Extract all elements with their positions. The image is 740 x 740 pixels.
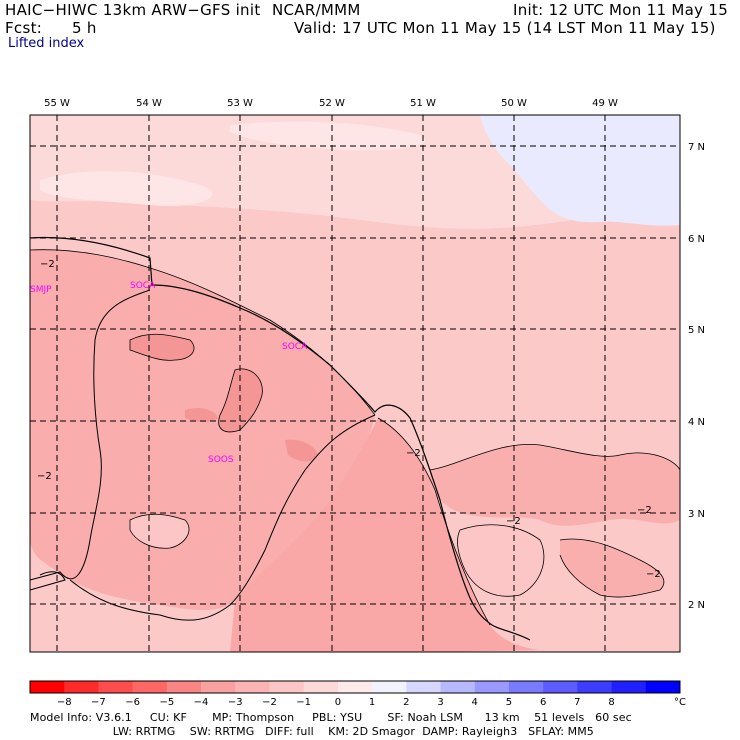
colorbar-tick-label: −2 bbox=[262, 697, 277, 708]
contour-label: −2 bbox=[637, 505, 652, 516]
field-light-patch bbox=[40, 170, 212, 206]
colorbar bbox=[29, 680, 681, 694]
colorbar-swatch bbox=[64, 681, 99, 693]
colorbar-tick-label: 4 bbox=[472, 697, 478, 708]
field-positive-area bbox=[480, 115, 680, 226]
colorbar-tick-label: 7 bbox=[574, 697, 580, 708]
colorbar-tick-label: −7 bbox=[91, 697, 106, 708]
model-info-line-2: LW: RRTMG SW: RRTMG DIFF: full KM: 2D Sm… bbox=[30, 725, 594, 738]
model-info-line-1: Model Info: V3.6.1 CU: KF MP: Thompson P… bbox=[30, 711, 632, 724]
field-region-minus2 bbox=[230, 418, 540, 652]
colorbar-swatch bbox=[201, 681, 236, 693]
field-hole bbox=[457, 524, 544, 597]
colorbar-swatch bbox=[474, 681, 510, 693]
colorbar-tick-label: 0 bbox=[335, 697, 341, 708]
valid-time: Valid: 17 UTC Mon 11 May 15 (14 LST Mon … bbox=[294, 19, 716, 37]
colorbar-tick-label: −5 bbox=[159, 697, 174, 708]
colorbar-swatch bbox=[406, 681, 441, 693]
lon-label: 53 W bbox=[227, 98, 253, 109]
field-region-minus2 bbox=[560, 539, 664, 598]
colorbar-swatch bbox=[508, 681, 544, 693]
forecast-hour: 5 h bbox=[72, 19, 97, 37]
lat-label: 3 N bbox=[688, 509, 705, 520]
colorbar-tick-label: 1 bbox=[369, 697, 375, 708]
colorbar-tick-label: 6 bbox=[540, 697, 546, 708]
colorbar-tick-label: −6 bbox=[125, 697, 140, 708]
field-region-minus3 bbox=[185, 407, 218, 423]
colorbar-swatch bbox=[303, 681, 339, 693]
colorbar-swatch bbox=[543, 681, 578, 693]
lon-label: 49 W bbox=[592, 98, 618, 109]
colorbar-swatch bbox=[372, 681, 407, 693]
lon-label: 50 W bbox=[501, 98, 527, 109]
map-frame bbox=[29, 114, 681, 653]
colorbar-tick-label: 5 bbox=[506, 697, 512, 708]
init-time: Init: 12 UTC Mon 11 May 15 bbox=[513, 1, 729, 19]
station-id: SOCA bbox=[130, 281, 156, 291]
lat-label: 7 N bbox=[688, 142, 705, 153]
colorbar-unit: °C bbox=[674, 697, 686, 708]
contour-label: −2 bbox=[40, 259, 55, 270]
colorbar-tick-label: 3 bbox=[437, 697, 443, 708]
lat-label: 4 N bbox=[688, 417, 705, 428]
colorbar-swatch bbox=[337, 681, 373, 693]
station-id: SMJP bbox=[30, 285, 52, 295]
station-id: SOOS bbox=[208, 455, 234, 465]
colorbar-swatch bbox=[577, 681, 612, 693]
colorbar-tick-label: −3 bbox=[228, 697, 243, 708]
lon-label: 54 W bbox=[136, 98, 162, 109]
lon-label: 55 W bbox=[44, 98, 70, 109]
lon-label: 51 W bbox=[410, 98, 436, 109]
lat-label: 2 N bbox=[688, 600, 705, 611]
station-id: SOCA bbox=[282, 342, 308, 352]
field-region-minus2 bbox=[30, 249, 375, 611]
colorbar-frame bbox=[29, 680, 681, 694]
colorbar-tick-label: −8 bbox=[57, 697, 72, 708]
organization-label: NCAR/MMM bbox=[272, 1, 361, 19]
coastline bbox=[29, 236, 531, 641]
lon-label: 52 W bbox=[319, 98, 345, 109]
country-borders bbox=[29, 289, 376, 621]
colorbar-tick-label: 8 bbox=[608, 697, 614, 708]
colorbar-swatch bbox=[166, 681, 202, 693]
colorbar-ticks: −8 −7 −6 −5 −4 −3 −2 −1 0 1 2 3 4 5 6 7 8 bbox=[57, 697, 615, 708]
colorbar-tick-label: −4 bbox=[194, 697, 209, 708]
field-name: Lifted index bbox=[8, 36, 85, 51]
lat-label: 6 N bbox=[688, 234, 705, 245]
contour-label: −2 bbox=[646, 569, 661, 580]
field-region-minus2 bbox=[430, 444, 680, 526]
colorbar-swatch bbox=[269, 681, 304, 693]
field-region-minus3 bbox=[285, 439, 318, 462]
colorbar-swatch bbox=[132, 681, 168, 693]
model-title: HAIC−HIWC 13km ARW−GFS init bbox=[5, 1, 261, 19]
lat-lon-grid bbox=[30, 115, 680, 652]
colorbar-swatch bbox=[235, 681, 270, 693]
field-region-minus3 bbox=[130, 334, 195, 361]
colorbar-tick-label: 2 bbox=[403, 697, 409, 708]
contour-label: −2 bbox=[506, 516, 521, 527]
lat-label: 5 N bbox=[688, 325, 705, 336]
field-light-patch bbox=[230, 121, 426, 151]
contour-label: −2 bbox=[406, 448, 421, 459]
colorbar-swatch bbox=[440, 681, 476, 693]
forecast-label: Fcst: bbox=[5, 19, 43, 37]
colorbar-tick-label: −1 bbox=[296, 697, 311, 708]
colorbar-swatch bbox=[611, 681, 647, 693]
field-hole bbox=[130, 514, 190, 549]
colorbar-swatch bbox=[98, 681, 133, 693]
contour-label: −2 bbox=[37, 471, 52, 482]
colorbar-swatch bbox=[645, 681, 681, 693]
colorbar-swatch bbox=[30, 681, 65, 693]
